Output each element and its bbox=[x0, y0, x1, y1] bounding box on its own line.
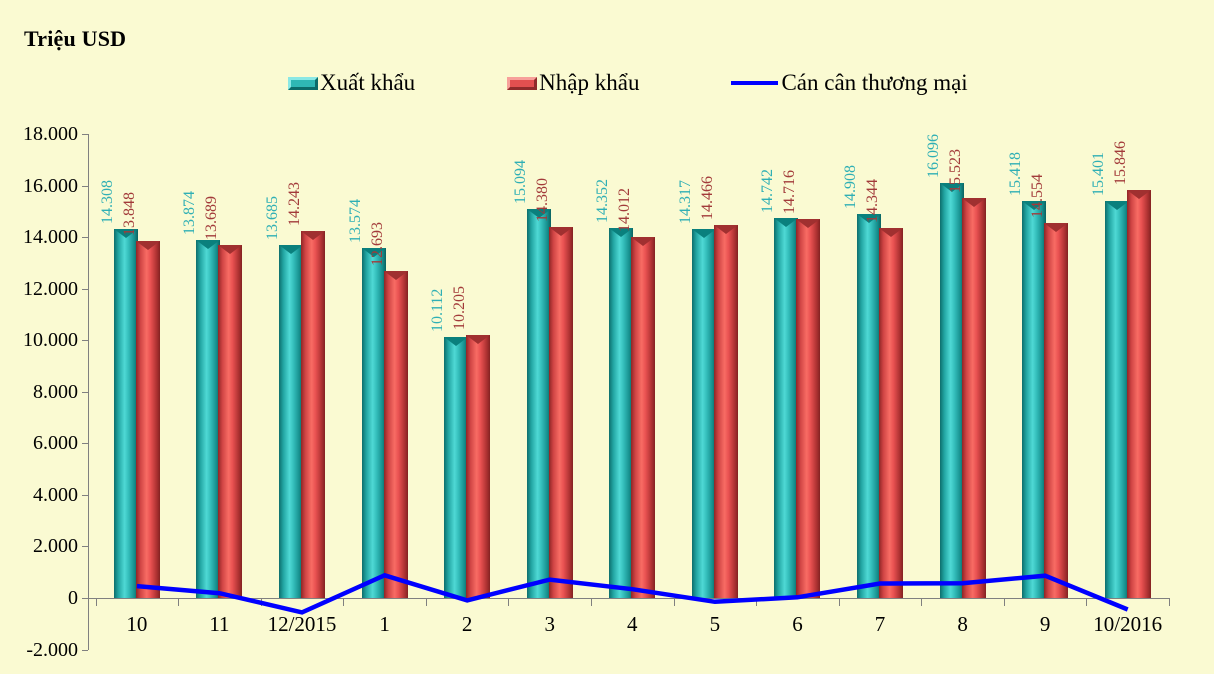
y-axis-tick bbox=[82, 185, 88, 187]
x-axis-label: 6 bbox=[792, 612, 803, 636]
x-axis-tick bbox=[756, 598, 758, 606]
x-axis-tick bbox=[425, 598, 427, 606]
bar-xuat-khau bbox=[361, 248, 386, 598]
bar-nhap-khau bbox=[135, 241, 160, 598]
y-axis-tick bbox=[82, 598, 88, 599]
x-axis-tick bbox=[838, 598, 840, 606]
y-axis-tick bbox=[82, 340, 88, 342]
bar-xuat-khau bbox=[1022, 200, 1047, 598]
bar-xuat-khau bbox=[113, 229, 138, 598]
x-axis-label: 5 bbox=[709, 612, 721, 636]
y-axis-label: 18.000 bbox=[23, 123, 78, 145]
y-axis-tick bbox=[82, 443, 88, 445]
x-axis-tick bbox=[673, 598, 675, 606]
legend: Xuất khẩu Nhập khẩu Cán cân thương mại bbox=[288, 70, 968, 96]
bar-xuat-khau bbox=[691, 228, 716, 598]
bar-nhap-khau bbox=[796, 218, 821, 598]
x-axis-label: 4 bbox=[627, 612, 638, 636]
y-axis-label: 12.000 bbox=[23, 277, 78, 300]
legend-label-can-can-thuong-mai: Cán cân thương mại bbox=[781, 70, 968, 95]
x-axis-tick bbox=[508, 598, 510, 606]
import-bar-swatch-icon bbox=[507, 76, 538, 90]
bar-xuat-khau bbox=[196, 240, 221, 598]
x-axis-label: 11 bbox=[209, 612, 230, 636]
x-axis-label: 10/2016 bbox=[1093, 612, 1163, 636]
bar-nhap-khau bbox=[548, 227, 573, 598]
bar-xuat-khau bbox=[444, 337, 469, 598]
bar-nhap-khau bbox=[631, 236, 656, 598]
y-axis-tick bbox=[82, 288, 88, 290]
x-axis-label: 7 bbox=[874, 612, 886, 636]
y-axis-tick bbox=[82, 649, 88, 651]
legend-item-can-can-thuong-mai: Cán cân thương mại bbox=[731, 70, 968, 96]
trade-balance-polyline bbox=[136, 572, 1129, 615]
y-axis-tick bbox=[82, 494, 88, 496]
bar-nhap-khau bbox=[1044, 222, 1069, 598]
x-axis-tick bbox=[343, 598, 345, 606]
y-axis-label: 14.000 bbox=[23, 226, 78, 249]
y-axis-label: 4.000 bbox=[33, 483, 78, 506]
bar-nhap-khau bbox=[879, 228, 903, 598]
x-axis-label: 1 bbox=[379, 612, 390, 636]
y-axis-line bbox=[88, 134, 89, 650]
balance-line-swatch-icon bbox=[731, 81, 779, 85]
x-axis-tick bbox=[1169, 598, 1170, 606]
bar-xuat-khau bbox=[939, 183, 964, 598]
x-axis-label: 8 bbox=[957, 612, 968, 636]
bar-nhap-khau bbox=[961, 197, 986, 598]
chart-unit-label: Triệu USD bbox=[24, 26, 127, 51]
y-axis-tick bbox=[82, 134, 88, 135]
x-axis-tick bbox=[1086, 598, 1088, 606]
y-axis-label: -2.000 bbox=[26, 638, 78, 661]
x-axis-line bbox=[88, 598, 1169, 599]
bar-nhap-khau bbox=[466, 334, 491, 598]
x-axis-label: 3 bbox=[544, 612, 555, 636]
x-axis-tick bbox=[591, 598, 592, 606]
x-axis-tick bbox=[1003, 598, 1005, 606]
y-axis-label: 8.000 bbox=[33, 380, 78, 403]
y-axis-tick bbox=[82, 546, 88, 548]
x-axis-tick bbox=[95, 598, 97, 606]
legend-label-xuat-khau: Xuất khẩu bbox=[320, 70, 416, 95]
y-axis-label: 2.000 bbox=[33, 535, 78, 558]
legend-label-nhap-khau: Nhập khẩu bbox=[539, 70, 640, 95]
x-axis-tick bbox=[178, 598, 180, 606]
y-axis-tick bbox=[82, 237, 88, 239]
x-axis-label: 2 bbox=[461, 612, 473, 636]
x-axis-label: 9 bbox=[1039, 612, 1051, 636]
y-axis-label: 0 bbox=[68, 587, 78, 609]
bar-nhap-khau bbox=[218, 245, 243, 598]
bar-nhap-khau bbox=[383, 270, 408, 598]
x-axis-label: 10 bbox=[126, 612, 148, 636]
bar-xuat-khau bbox=[857, 213, 881, 598]
y-axis-label: 6.000 bbox=[33, 432, 78, 455]
bar-xuat-khau bbox=[526, 208, 551, 598]
bar-xuat-khau bbox=[279, 245, 304, 598]
legend-item-xuat-khau: Xuất khẩu bbox=[288, 70, 415, 96]
bar-nhap-khau bbox=[1126, 189, 1151, 598]
y-axis-label: 16.000 bbox=[23, 174, 78, 197]
y-axis-label: 10.000 bbox=[23, 329, 78, 352]
bar-xuat-khau bbox=[1104, 200, 1129, 598]
bar-nhap-khau bbox=[713, 225, 738, 598]
export-bar-swatch-icon bbox=[288, 76, 318, 90]
bar-xuat-khau bbox=[609, 228, 634, 598]
bar-nhap-khau bbox=[301, 230, 326, 598]
legend-item-nhap-khau: Nhập khẩu bbox=[507, 70, 639, 96]
y-axis-tick bbox=[82, 391, 88, 393]
bar-xuat-khau bbox=[774, 217, 799, 598]
x-axis-tick bbox=[921, 598, 923, 606]
x-axis-label: 12/2015 bbox=[267, 612, 337, 636]
